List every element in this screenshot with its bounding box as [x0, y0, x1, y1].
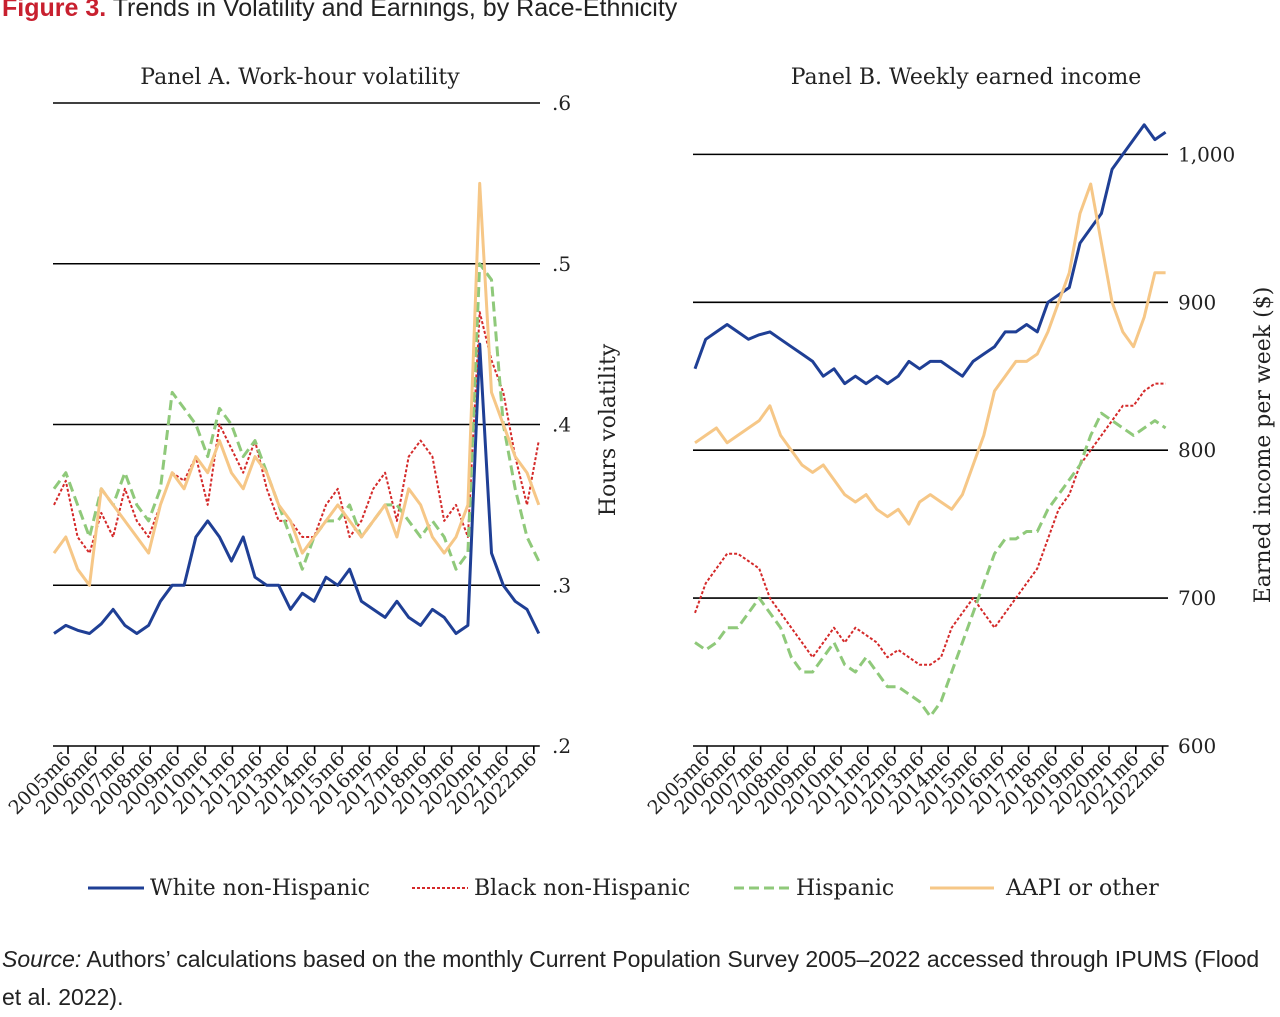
- panel-a-y-tick-label: .5: [552, 252, 571, 276]
- panel-b-y-tick-label: 600: [1178, 734, 1216, 758]
- legend-label-black: Black non-Hispanic: [474, 875, 691, 901]
- panel-b-y-tick-label: 900: [1178, 290, 1216, 314]
- panel-a: Panel A. Work-hour volatility .2 .3 .4 .5 .6 H…: [4, 65, 621, 819]
- panel-a-series-black: [53, 311, 540, 555]
- panel-a-series-hispanic: [52, 262, 541, 571]
- panel-b-series-white: [693, 123, 1167, 386]
- panel-a-y-tick-label: .6: [552, 91, 571, 115]
- source-note: Source: Authors’ calculations based on t…: [2, 940, 1277, 1016]
- figure-label: Figure 3.: [2, 0, 107, 22]
- panel-a-y-axis-label: Hours volatility: [596, 343, 621, 516]
- figure-title: Figure 3. Trends in Volatility and Earni…: [2, 0, 677, 23]
- panel-b: Panel B. Weekly earned income 600 700 800 90…: [643, 65, 1276, 819]
- panel-a-series-white: [53, 342, 541, 635]
- panel-b-series-hispanic: [694, 411, 1167, 718]
- panel-a-series-aapi: [52, 181, 541, 587]
- panel-b-y-tick-label: 700: [1178, 586, 1216, 610]
- panel-a-y-tick-label: .2: [552, 734, 571, 758]
- panel-b-y-tick-label: 800: [1178, 438, 1216, 462]
- panel-b-series-black: [694, 382, 1166, 666]
- panel-b-y-axis-label: Earned income per week ($): [1251, 287, 1276, 604]
- panel-b-series-aapi: [694, 182, 1166, 526]
- legend-item-black: Black non-Hispanic: [412, 868, 690, 908]
- legend-item-aapi: AAPI or other: [930, 868, 1159, 908]
- legend-item-white: White non-Hispanic: [88, 868, 370, 908]
- panel-a-title: Panel A. Work-hour volatility: [140, 65, 460, 90]
- legend-label-aapi: AAPI or other: [1006, 875, 1159, 901]
- source-text: Authors’ calculations based on the month…: [2, 946, 1260, 1010]
- legend-label-white: White non-Hispanic: [150, 875, 370, 901]
- legend: White non-Hispanic Black non-Hispanic Hi…: [0, 868, 1280, 908]
- legend-item-hispanic: Hispanic: [734, 868, 894, 908]
- panel-a-y-tick-label: .4: [552, 413, 571, 437]
- panel-a-y-tick-label: .3: [552, 573, 571, 597]
- figure-title-text: Trends in Volatility and Earnings, by Ra…: [112, 0, 678, 22]
- panel-b-title: Panel B. Weekly earned income: [791, 65, 1142, 90]
- legend-label-hispanic: Hispanic: [796, 875, 895, 901]
- source-label: Source:: [2, 946, 82, 972]
- panel-b-y-tick-label: 1,000: [1178, 142, 1235, 166]
